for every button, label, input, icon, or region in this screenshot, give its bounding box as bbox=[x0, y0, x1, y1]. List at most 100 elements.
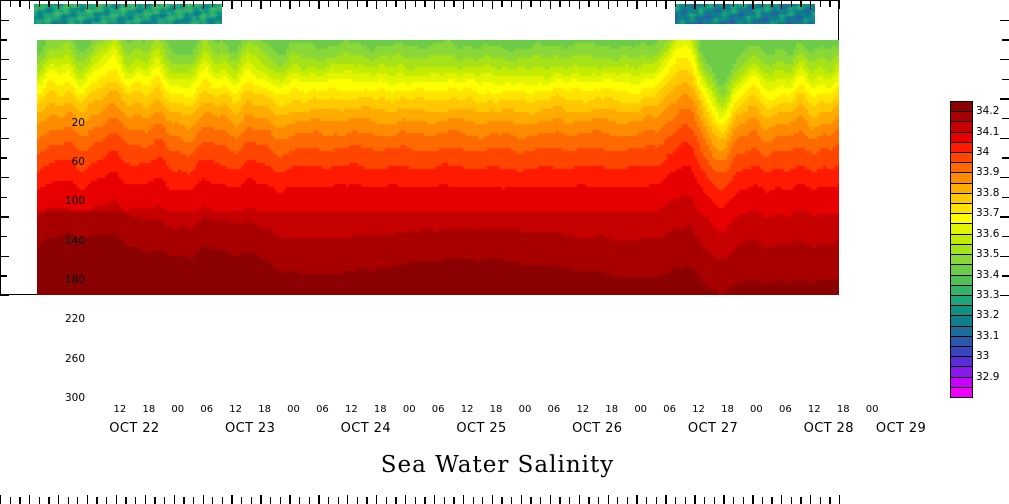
axis-tick bbox=[347, 0, 349, 9]
x-axis-tick-label: 18 bbox=[142, 404, 156, 415]
axis-tick bbox=[549, 495, 551, 504]
colorbar-tick-label: 33.7 bbox=[976, 207, 1000, 220]
axis-tick bbox=[829, 497, 831, 504]
x-axis-tick-label: 12 bbox=[345, 404, 358, 415]
axis-tick bbox=[67, 497, 69, 504]
axis-tick bbox=[511, 0, 513, 7]
salinity-contour-field bbox=[37, 40, 839, 295]
axis-tick bbox=[57, 495, 60, 504]
axis-tick bbox=[520, 495, 523, 504]
colorbar-tick-label: 32.9 bbox=[976, 370, 1000, 383]
axis-tick bbox=[568, 497, 571, 504]
axis-tick bbox=[501, 497, 503, 504]
axis-tick bbox=[703, 497, 706, 504]
axis-tick bbox=[270, 0, 272, 7]
x-axis-tick-label: 12 bbox=[576, 404, 590, 415]
axis-tick bbox=[231, 0, 233, 9]
axis-tick bbox=[530, 497, 532, 504]
axis-tick bbox=[395, 497, 397, 504]
axis-tick bbox=[800, 497, 802, 504]
axis-tick bbox=[67, 0, 69, 7]
x-axis-day-label: OCT 29 bbox=[875, 421, 927, 436]
x-axis-tick-label: 00 bbox=[865, 404, 879, 415]
x-axis-day-label: OCT 22 bbox=[109, 421, 160, 436]
axis-tick bbox=[192, 497, 195, 504]
axis-tick bbox=[0, 295, 9, 297]
axis-tick bbox=[549, 0, 551, 9]
axis-tick bbox=[723, 0, 725, 9]
axis-tick bbox=[77, 0, 79, 7]
axis-tick bbox=[790, 0, 793, 7]
axis-tick bbox=[462, 0, 465, 9]
x-axis-tick-label: 06 bbox=[547, 404, 561, 415]
axis-tick bbox=[414, 497, 416, 504]
axis-tick bbox=[810, 495, 812, 504]
axis-tick bbox=[279, 0, 281, 7]
axis-tick bbox=[578, 0, 580, 9]
colorbar-swatch bbox=[950, 386, 973, 398]
axis-tick bbox=[1000, 98, 1009, 100]
axis-tick bbox=[0, 78, 7, 80]
axis-tick bbox=[433, 0, 436, 9]
axis-tick bbox=[356, 0, 359, 7]
axis-tick bbox=[723, 495, 725, 504]
axis-tick bbox=[202, 0, 204, 9]
axis-tick bbox=[800, 0, 802, 7]
axis-tick bbox=[0, 118, 7, 120]
axis-tick bbox=[192, 0, 195, 7]
axis-tick bbox=[771, 497, 773, 504]
axis-tick bbox=[781, 495, 783, 504]
axis-tick bbox=[839, 495, 841, 504]
axis-tick bbox=[1000, 19, 1009, 21]
axis-tick bbox=[665, 495, 667, 504]
axis-tick bbox=[405, 0, 407, 9]
y-axis-tick-label: 300 bbox=[64, 392, 85, 404]
axis-tick bbox=[125, 0, 127, 7]
axis-tick bbox=[482, 0, 484, 7]
axis-tick bbox=[626, 497, 629, 504]
axis-tick bbox=[626, 0, 629, 7]
axis-tick bbox=[1000, 177, 1009, 179]
axis-tick bbox=[0, 236, 7, 238]
x-axis-day-label: OCT 25 bbox=[456, 421, 507, 436]
axis-tick bbox=[742, 0, 744, 7]
axis-tick bbox=[366, 0, 368, 7]
axis-tick bbox=[829, 0, 831, 7]
axis-tick bbox=[453, 497, 455, 504]
axis-tick bbox=[57, 0, 60, 9]
surface-salinity-bar bbox=[675, 4, 815, 24]
colorbar-tick-label: 33.3 bbox=[976, 288, 1000, 301]
x-axis-tick-label: 12 bbox=[113, 404, 127, 415]
x-axis-tick-label: 18 bbox=[721, 404, 734, 415]
chart-caption: Sea Water Salinity bbox=[0, 452, 1009, 478]
x-axis-tick-label: 12 bbox=[229, 404, 243, 415]
axis-tick bbox=[819, 0, 821, 7]
axis-tick bbox=[684, 0, 686, 7]
x-axis-tick-label: 12 bbox=[807, 404, 821, 415]
axis-tick bbox=[212, 0, 214, 7]
axis-tick bbox=[0, 275, 7, 277]
axis-tick bbox=[385, 497, 388, 504]
axis-tick bbox=[86, 495, 89, 504]
axis-tick bbox=[38, 0, 40, 7]
colorbar-tick-labels: 34.2 34.1 34 33.9 33.8 33.7 33.6 33.5 33.4 33.3 33… bbox=[976, 101, 1009, 401]
axis-tick bbox=[405, 495, 407, 504]
x-axis-tick-label: 06 bbox=[778, 404, 792, 415]
axis-tick bbox=[1000, 137, 1009, 139]
axis-tick bbox=[19, 497, 21, 504]
axis-tick bbox=[395, 0, 397, 7]
colorbar-tick-label: 33.4 bbox=[976, 268, 1000, 281]
axis-tick bbox=[183, 0, 185, 7]
axis-tick bbox=[270, 497, 272, 504]
axis-tick bbox=[385, 0, 388, 7]
axis-tick bbox=[607, 0, 609, 9]
axis-tick bbox=[347, 495, 349, 504]
y-axis-tick-label: 140 bbox=[64, 234, 85, 247]
axis-tick bbox=[289, 0, 291, 9]
axis-tick bbox=[1000, 216, 1009, 218]
axis-tick bbox=[443, 0, 445, 7]
axis-tick bbox=[559, 0, 561, 7]
x-axis-day-label: OCT 26 bbox=[572, 421, 623, 436]
axis-tick bbox=[819, 497, 821, 504]
axis-tick bbox=[241, 0, 243, 7]
